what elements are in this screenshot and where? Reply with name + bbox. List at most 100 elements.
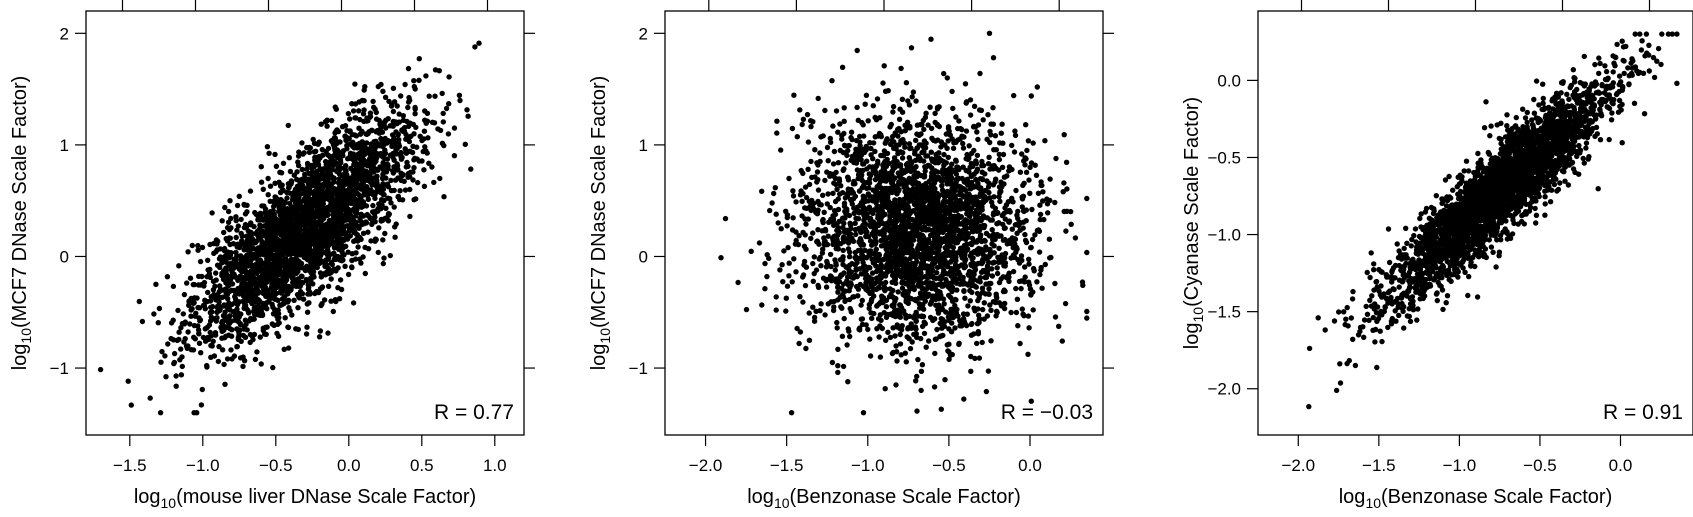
data-point: [332, 147, 338, 153]
data-point: [215, 238, 221, 244]
data-point: [815, 227, 821, 233]
data-point: [222, 204, 228, 211]
data-point: [300, 236, 306, 242]
data-point: [984, 313, 991, 319]
data-point: [846, 288, 852, 294]
data-point: [830, 161, 837, 167]
data-point: [959, 323, 965, 329]
data-point: [382, 147, 388, 153]
data-point: [223, 236, 229, 242]
data-point: [974, 129, 980, 135]
data-point: [318, 121, 324, 127]
data-point: [269, 252, 275, 259]
data-point: [204, 274, 210, 280]
data-point: [307, 291, 313, 297]
data-point: [165, 341, 171, 347]
data-point: [762, 260, 768, 267]
data-point: [778, 226, 784, 232]
data-point: [422, 144, 428, 150]
data-point: [210, 278, 217, 285]
data-point: [432, 93, 438, 99]
data-point: [974, 340, 980, 347]
data-point: [404, 118, 410, 125]
data-point: [413, 196, 419, 202]
data-point: [229, 327, 235, 333]
data-point: [398, 93, 404, 99]
data-point: [257, 263, 264, 269]
x-tick-label: 0.0: [337, 456, 361, 475]
data-point: [440, 110, 446, 117]
data-point: [266, 233, 272, 240]
data-point: [390, 85, 397, 92]
data-point: [300, 296, 307, 302]
data-point: [277, 169, 283, 175]
data-point: [333, 268, 339, 274]
data-point: [974, 152, 981, 159]
data-point: [1029, 206, 1035, 213]
data-point: [383, 205, 389, 211]
data-point: [244, 295, 251, 302]
data-point: [412, 106, 418, 112]
data-point: [220, 257, 226, 263]
data-point: [1020, 225, 1026, 231]
data-points: [718, 30, 1090, 416]
data-point: [210, 338, 216, 344]
data-point: [1035, 190, 1042, 196]
data-point: [786, 273, 792, 279]
data-point: [286, 155, 292, 161]
data-point: [322, 231, 328, 237]
data-point: [177, 357, 183, 363]
data-point: [980, 117, 986, 123]
data-point: [365, 130, 371, 137]
data-point: [346, 185, 353, 192]
data-point: [839, 64, 846, 71]
data-point: [287, 168, 294, 175]
data-point: [1006, 270, 1012, 276]
data-point: [416, 56, 422, 62]
data-point: [429, 119, 436, 126]
data-point: [793, 199, 799, 205]
data-point: [383, 117, 389, 123]
data-point: [275, 321, 281, 327]
data-point: [1011, 149, 1018, 155]
data-point: [983, 388, 990, 395]
data-point: [953, 114, 959, 120]
data-point: [903, 359, 909, 365]
data-point: [878, 317, 884, 323]
data-point: [236, 291, 243, 297]
data-point: [415, 179, 421, 186]
data-point: [214, 309, 220, 315]
data-point: [196, 273, 202, 280]
data-point: [241, 201, 247, 208]
data-point: [163, 374, 169, 380]
data-point: [288, 211, 294, 217]
data-point: [297, 179, 303, 186]
data-point: [310, 281, 316, 287]
data-point: [961, 396, 967, 402]
data-point: [269, 285, 275, 291]
data-point: [282, 315, 288, 321]
y-tick-label: 1: [60, 136, 69, 155]
data-points: [97, 40, 482, 416]
data-point: [1024, 147, 1030, 154]
data-point: [227, 198, 233, 204]
data-point: [248, 229, 254, 236]
data-point: [280, 231, 287, 237]
data-point: [214, 262, 221, 268]
data-point: [883, 314, 890, 320]
data-point: [1000, 151, 1007, 158]
data-point: [476, 40, 482, 46]
data-point: [345, 249, 351, 255]
data-point: [865, 118, 871, 124]
data-point: [1013, 285, 1019, 292]
data-point: [285, 324, 292, 331]
data-point: [312, 188, 319, 194]
data-point: [241, 262, 247, 268]
data-point: [921, 126, 927, 133]
data-point: [1027, 164, 1033, 171]
data-point: [825, 158, 831, 164]
data-point: [992, 133, 999, 139]
data-point: [718, 255, 724, 261]
data-point: [184, 280, 190, 286]
data-point: [1012, 132, 1019, 139]
